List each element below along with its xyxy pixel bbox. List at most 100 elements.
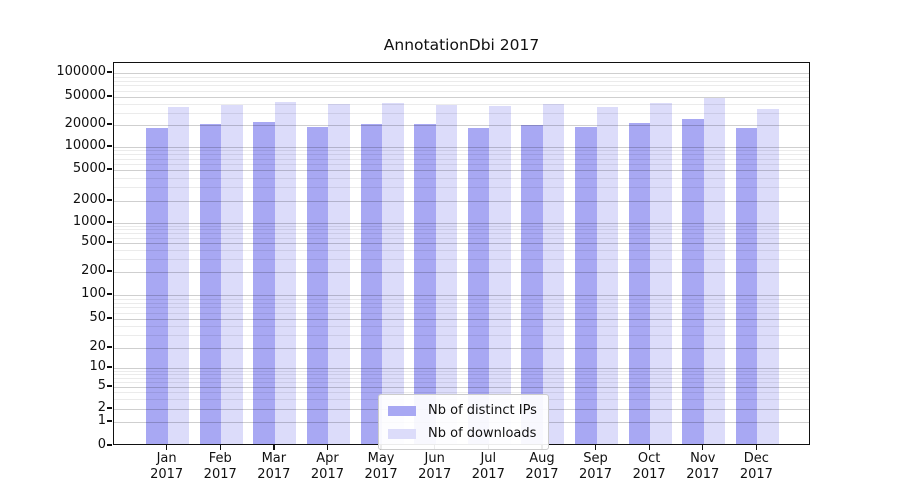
x-tick-label-dec: Dec 2017 xyxy=(739,451,773,482)
x-tick-label-jul: Jul 2017 xyxy=(471,451,505,482)
bar-distinct-ips-aug xyxy=(521,125,543,444)
bar-distinct-ips-oct xyxy=(628,123,651,444)
bar-distinct-ips-mar xyxy=(253,122,275,444)
bar-distinct-ips-may xyxy=(360,123,383,444)
x-tick-mark xyxy=(326,445,329,450)
y-tick-label-2: 2 xyxy=(97,400,106,415)
bar-distinct-ips-feb xyxy=(199,124,222,444)
bar-downloads-jun xyxy=(435,105,458,444)
gridline-400 xyxy=(114,250,809,252)
y-tick-label-5000: 5000 xyxy=(72,161,106,176)
y-tick-mark xyxy=(107,123,112,125)
gridline-20 xyxy=(114,348,809,349)
legend-label-downloads: Nb of downloads xyxy=(428,426,537,441)
gridline-9 xyxy=(114,370,809,372)
y-tick-label-1: 1 xyxy=(97,413,106,428)
y-tick-label-5: 5 xyxy=(97,378,106,393)
gridline-90 xyxy=(114,298,809,300)
gridline-70 xyxy=(114,307,809,309)
legend-row-downloads: Nb of downloads xyxy=(388,426,537,441)
y-tick-mark xyxy=(107,317,112,319)
y-tick-label-20000: 20000 xyxy=(64,116,106,131)
gridline-70000 xyxy=(114,85,809,87)
gridline-4 xyxy=(114,392,809,394)
gridline-10000 xyxy=(114,147,809,148)
gridline-1000 xyxy=(114,223,809,224)
y-tick-mark xyxy=(107,420,112,422)
legend-swatch-distinct-ips xyxy=(388,405,416,416)
gridline-40 xyxy=(114,326,809,328)
y-tick-label-1000: 1000 xyxy=(72,214,106,229)
x-tick-label-may: May 2017 xyxy=(364,451,398,482)
gridline-100000 xyxy=(114,73,809,74)
gridline-90000 xyxy=(114,76,809,78)
bar-distinct-ips-sep xyxy=(575,126,597,444)
gridline-9000 xyxy=(114,150,809,152)
bar-downloads-sep xyxy=(596,107,619,444)
y-tick-label-10000: 10000 xyxy=(64,138,106,153)
gridline-4000 xyxy=(114,177,809,179)
x-tick-mark xyxy=(219,445,221,450)
gridline-200 xyxy=(114,272,809,273)
x-tick-label-mar: Mar 2017 xyxy=(257,451,291,482)
bar-downloads-oct xyxy=(650,103,672,444)
x-tick-label-apr: Apr 2017 xyxy=(310,451,344,482)
y-tick-label-100000: 100000 xyxy=(56,64,106,79)
y-tick-label-500: 500 xyxy=(81,234,106,249)
bar-downloads-feb xyxy=(221,104,243,444)
gridline-900 xyxy=(114,226,809,228)
y-tick-mark xyxy=(107,199,112,201)
y-tick-label-20: 20 xyxy=(89,339,106,354)
bar-distinct-ips-jan xyxy=(146,127,168,444)
y-tick-label-50: 50 xyxy=(89,310,106,325)
y-tick-mark xyxy=(107,95,112,97)
bar-distinct-ips-apr xyxy=(306,126,329,444)
gridline-6 xyxy=(114,382,809,383)
gridline-700 xyxy=(114,233,809,235)
x-tick-label-nov: Nov 2017 xyxy=(686,451,720,482)
gridline-8 xyxy=(114,374,809,376)
y-tick-mark xyxy=(107,407,112,409)
legend: Nb of distinct IPs Nb of downloads xyxy=(378,394,549,450)
bar-downloads-mar xyxy=(274,101,297,444)
bar-downloads-apr xyxy=(328,104,350,444)
legend-row-distinct-ips: Nb of distinct IPs xyxy=(388,403,537,418)
gridline-80 xyxy=(114,302,809,304)
gridline-7000 xyxy=(114,158,809,160)
x-tick-mark xyxy=(755,445,758,450)
gridline-300 xyxy=(114,259,809,261)
y-tick-label-2000: 2000 xyxy=(72,192,106,207)
y-tick-mark xyxy=(107,444,112,446)
gridline-80000 xyxy=(114,80,809,82)
x-tick-label-sep: Sep 2017 xyxy=(578,451,613,482)
y-tick-label-0: 0 xyxy=(97,437,106,452)
y-tick-label-200: 200 xyxy=(81,263,106,278)
gridline-2000 xyxy=(114,201,809,202)
bar-downloads-dec xyxy=(757,108,779,444)
gridline-50 xyxy=(114,319,809,320)
y-tick-label-10: 10 xyxy=(89,359,106,374)
chart-title: AnnotationDbi 2017 xyxy=(383,36,540,54)
gridline-800 xyxy=(114,229,809,231)
y-tick-mark xyxy=(107,168,112,170)
y-tick-mark xyxy=(107,221,112,223)
y-tick-label-100: 100 xyxy=(81,286,106,301)
bar-downloads-nov xyxy=(703,98,726,444)
y-tick-mark xyxy=(107,385,112,387)
gridline-7 xyxy=(114,377,809,379)
gridline-5000 xyxy=(114,170,809,171)
bar-distinct-ips-jun xyxy=(414,124,436,444)
x-tick-mark xyxy=(648,445,650,450)
x-tick-mark xyxy=(273,445,275,450)
gridline-5 xyxy=(114,387,809,388)
x-tick-label-jun: Jun 2017 xyxy=(418,451,452,482)
plot-area: Nb of distinct IPs Nb of downloads xyxy=(113,62,810,450)
y-tick-mark xyxy=(107,71,112,73)
gridline-10 xyxy=(114,368,809,369)
y-tick-mark xyxy=(107,241,112,243)
bar-distinct-ips-dec xyxy=(735,128,758,444)
gridline-30 xyxy=(114,335,809,337)
bar-downloads-aug xyxy=(542,104,565,444)
bar-downloads-jan xyxy=(167,106,190,444)
x-tick-label-feb: Feb 2017 xyxy=(203,451,237,482)
